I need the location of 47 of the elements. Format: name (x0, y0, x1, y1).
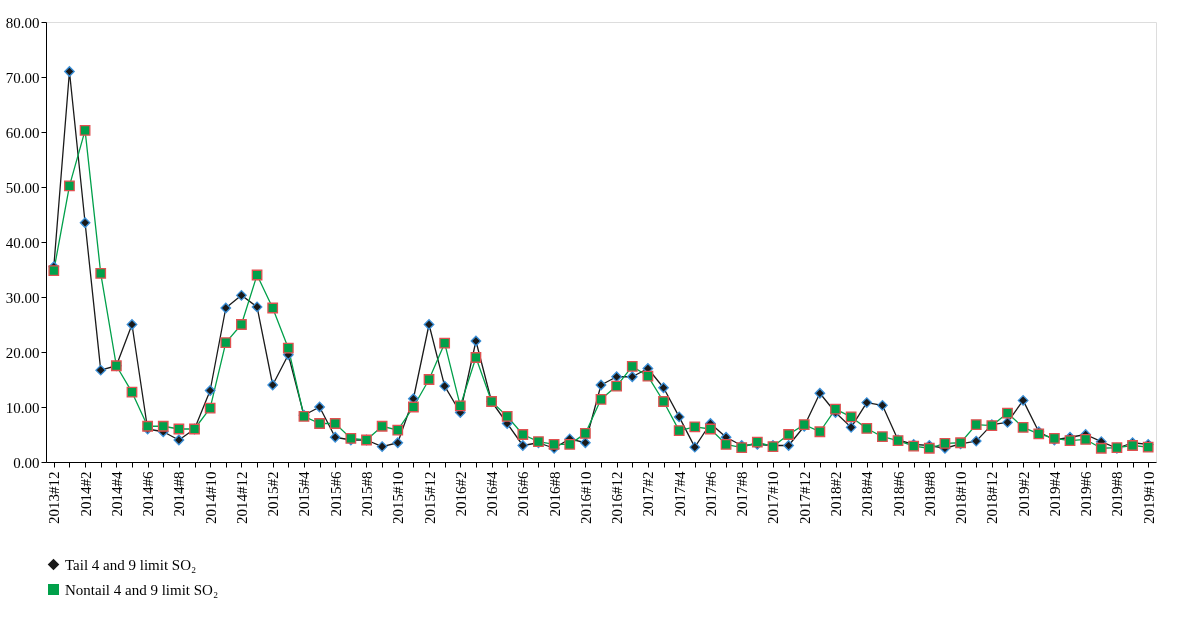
x-tick-label: 2019#6 (1078, 471, 1095, 517)
y-tick-label: 0.00 (13, 454, 40, 471)
x-tick-label: 2019#4 (1046, 471, 1063, 517)
x-tick-label: 2016#10 (577, 471, 594, 524)
x-tick-label: 2018#8 (921, 471, 938, 517)
y-tick-label: 20.00 (5, 344, 40, 361)
x-tick-label: 2016#8 (546, 471, 563, 517)
x-tick-label: 2014#10 (202, 471, 219, 524)
x-tick-label: 2014#6 (140, 471, 157, 517)
y-tick-label: 30.00 (5, 289, 40, 306)
legend-label: Nontail 4 and 9 limit SO₂ (65, 581, 219, 598)
x-tick-label: 2019#2 (1015, 471, 1032, 517)
x-tick-label: 2019#8 (1109, 471, 1126, 517)
x-tick-label: 2016#12 (609, 471, 626, 524)
x-tick-label: 2014#4 (108, 471, 125, 517)
x-tick-label: 2016#4 (484, 471, 501, 517)
y-tick-label: 40.00 (5, 234, 40, 251)
x-tick-label: 2015#2 (265, 471, 282, 517)
x-tick-label: 2018#6 (890, 471, 907, 517)
x-tick-label: 2015#12 (421, 471, 438, 524)
x-tick-label: 2019#10 (1140, 471, 1157, 524)
y-tick-label: 70.00 (5, 69, 40, 86)
x-tick-label: 2015#6 (327, 471, 344, 517)
x-tick-label: 2014#12 (233, 471, 250, 524)
x-tick-label: 2017#12 (796, 471, 813, 524)
x-tick-label: 2017#6 (702, 471, 719, 517)
x-tick-label: 2015#8 (358, 471, 375, 517)
x-tick-label: 2014#2 (77, 471, 94, 517)
x-tick-label: 2018#12 (984, 471, 1001, 524)
legend-label: Tail 4 and 9 limit SO₂ (65, 556, 197, 573)
x-tick-label: 2018#10 (953, 471, 970, 524)
y-tick-label: 10.00 (5, 399, 40, 416)
x-tick-label: 2015#10 (390, 471, 407, 524)
x-tick-label: 2016#2 (452, 471, 469, 517)
x-tick-label: 2015#4 (296, 471, 313, 517)
x-tick-label: 2014#8 (171, 471, 188, 517)
x-tick-label: 2016#6 (515, 471, 532, 517)
x-tick-label: 2017#8 (734, 471, 751, 517)
y-tick-label: 80.00 (5, 14, 40, 31)
x-tick-label: 2017#2 (640, 471, 657, 517)
x-tick-label: 2018#2 (828, 471, 845, 517)
x-tick-label: 2013#12 (46, 471, 63, 524)
y-tick-label: 50.00 (5, 179, 40, 196)
y-tick-label: 60.00 (5, 124, 40, 141)
x-tick-label: 2018#4 (859, 471, 876, 517)
x-tick-label: 2017#4 (671, 471, 688, 517)
x-tick-label: 2017#10 (765, 471, 782, 524)
